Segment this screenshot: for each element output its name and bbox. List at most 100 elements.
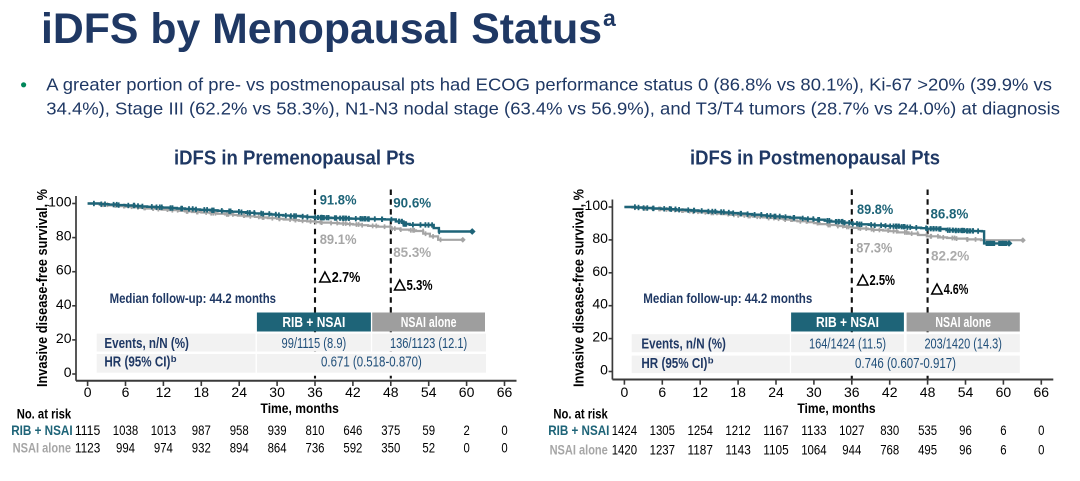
svg-text:136/1123 (12.1): 136/1123 (12.1) [390,336,467,352]
svg-text:36: 36 [844,384,860,400]
svg-text:30: 30 [806,384,822,400]
svg-text:34.4%), Stage III (62.2% vs 58: 34.4%), Stage III (62.2% vs 58.3%), N1-N… [46,99,1060,119]
svg-text:24: 24 [231,384,247,400]
svg-text:4.6%: 4.6% [944,282,969,298]
svg-text:30: 30 [269,384,285,400]
svg-text:36: 36 [307,384,323,400]
svg-text:2.7%: 2.7% [332,270,361,286]
svg-text:768: 768 [880,442,899,458]
svg-text:20: 20 [592,329,608,345]
svg-text:592: 592 [343,440,362,456]
svg-text:0: 0 [621,384,629,400]
svg-text:100: 100 [585,197,609,213]
svg-text:82.2%: 82.2% [931,248,970,264]
svg-text:No. at risk: No. at risk [17,405,72,421]
svg-text:iDFS in Premenopausal Pts: iDFS in Premenopausal Pts [174,148,415,170]
svg-text:894: 894 [230,440,249,456]
svg-text:0: 0 [1038,442,1044,458]
svg-text:60: 60 [592,263,608,279]
svg-text:12: 12 [156,384,172,400]
svg-text:90.6%: 90.6% [393,194,432,210]
svg-text:b: b [708,356,714,367]
svg-text:24: 24 [768,384,784,400]
svg-text:736: 736 [306,440,325,456]
svg-text:1027: 1027 [839,422,865,438]
svg-text:987: 987 [192,422,211,438]
svg-text:0.671 (0.518-0.870): 0.671 (0.518-0.870) [321,355,422,371]
svg-text:1305: 1305 [650,422,676,438]
svg-text:1133: 1133 [801,422,827,438]
svg-text:830: 830 [880,422,899,438]
svg-text:6: 6 [1000,442,1006,458]
svg-text:96: 96 [959,422,972,438]
svg-text:59: 59 [422,422,435,438]
svg-text:80: 80 [592,230,608,246]
svg-text:6: 6 [658,384,666,400]
svg-text:375: 375 [381,422,400,438]
svg-text:958: 958 [230,422,249,438]
svg-text:1167: 1167 [763,422,789,438]
svg-text:99/1115 (8.9): 99/1115 (8.9) [282,336,347,352]
svg-text:60: 60 [56,262,72,278]
svg-text:60: 60 [996,384,1012,400]
svg-text:646: 646 [343,422,362,438]
svg-text:RIB + NSAI: RIB + NSAI [282,315,345,331]
svg-text:0: 0 [463,440,469,456]
svg-text:20: 20 [56,330,72,346]
svg-text:85.3%: 85.3% [393,244,432,260]
svg-text:1115: 1115 [75,422,101,438]
svg-text:994: 994 [116,440,135,456]
svg-text:100: 100 [48,194,72,210]
svg-text:0: 0 [501,422,507,438]
svg-text:0: 0 [501,440,507,456]
svg-text:RIB + NSAI: RIB + NSAI [548,422,609,438]
svg-text:Events, n/N (%): Events, n/N (%) [641,337,726,353]
svg-text:164/1424 (11.5): 164/1424 (11.5) [809,337,886,353]
svg-text:HR (95% CI): HR (95% CI) [641,356,707,372]
svg-text:RIB + NSAI: RIB + NSAI [11,422,72,438]
svg-text:iDFS in Postmenopausal Pts: iDFS in Postmenopausal Pts [690,148,940,170]
svg-text:48: 48 [383,384,399,400]
svg-text:54: 54 [958,384,974,400]
svg-text:12: 12 [692,384,708,400]
svg-text:Invasive disease-free survival: Invasive disease-free survival, % [572,189,588,387]
svg-text:91.8%: 91.8% [320,192,357,208]
svg-text:80: 80 [56,228,72,244]
svg-text:18: 18 [730,384,746,400]
svg-text:Events, n/N (%): Events, n/N (%) [104,336,189,352]
svg-text:40: 40 [592,296,608,312]
svg-text:350: 350 [381,440,400,456]
svg-text:A greater portion of pre- vs p: A greater portion of pre- vs postmenopau… [46,75,1052,95]
svg-text:HR (95% CI): HR (95% CI) [104,355,170,371]
svg-text:0: 0 [64,364,72,380]
svg-text:1038: 1038 [113,422,139,438]
svg-text:864: 864 [268,440,287,456]
svg-text:1237: 1237 [650,442,676,458]
svg-text:6: 6 [122,384,130,400]
svg-text:Median follow-up: 44.2 months: Median follow-up: 44.2 months [643,290,812,306]
svg-text:89.1%: 89.1% [320,231,357,247]
svg-text:1212: 1212 [725,422,751,438]
svg-text:Time, months: Time, months [261,400,339,416]
svg-text:96: 96 [959,442,972,458]
svg-text:NSAI alone: NSAI alone [550,442,608,458]
svg-text:48: 48 [920,384,936,400]
svg-text:66: 66 [497,384,513,400]
svg-text:42: 42 [345,384,361,400]
svg-text:No. at risk: No. at risk [553,405,608,421]
svg-text:1123: 1123 [75,440,101,456]
svg-text:974: 974 [154,440,173,456]
svg-text:42: 42 [882,384,898,400]
svg-text:6: 6 [1000,422,1006,438]
svg-text:5.3%: 5.3% [407,278,433,294]
svg-text:NSAI alone: NSAI alone [13,440,72,456]
svg-text:Invasive disease-free survival: Invasive disease-free survival, % [35,189,51,387]
svg-text:932: 932 [192,440,211,456]
svg-text:RIB + NSAI: RIB + NSAI [816,315,879,331]
svg-text:0.746 (0.607-0.917): 0.746 (0.607-0.917) [855,356,956,372]
svg-text:Time, months: Time, months [797,400,875,416]
svg-text:54: 54 [421,384,437,400]
svg-text:iDFS by Menopausal Status: iDFS by Menopausal Status [41,5,602,53]
svg-text:18: 18 [194,384,210,400]
svg-text:60: 60 [459,384,475,400]
